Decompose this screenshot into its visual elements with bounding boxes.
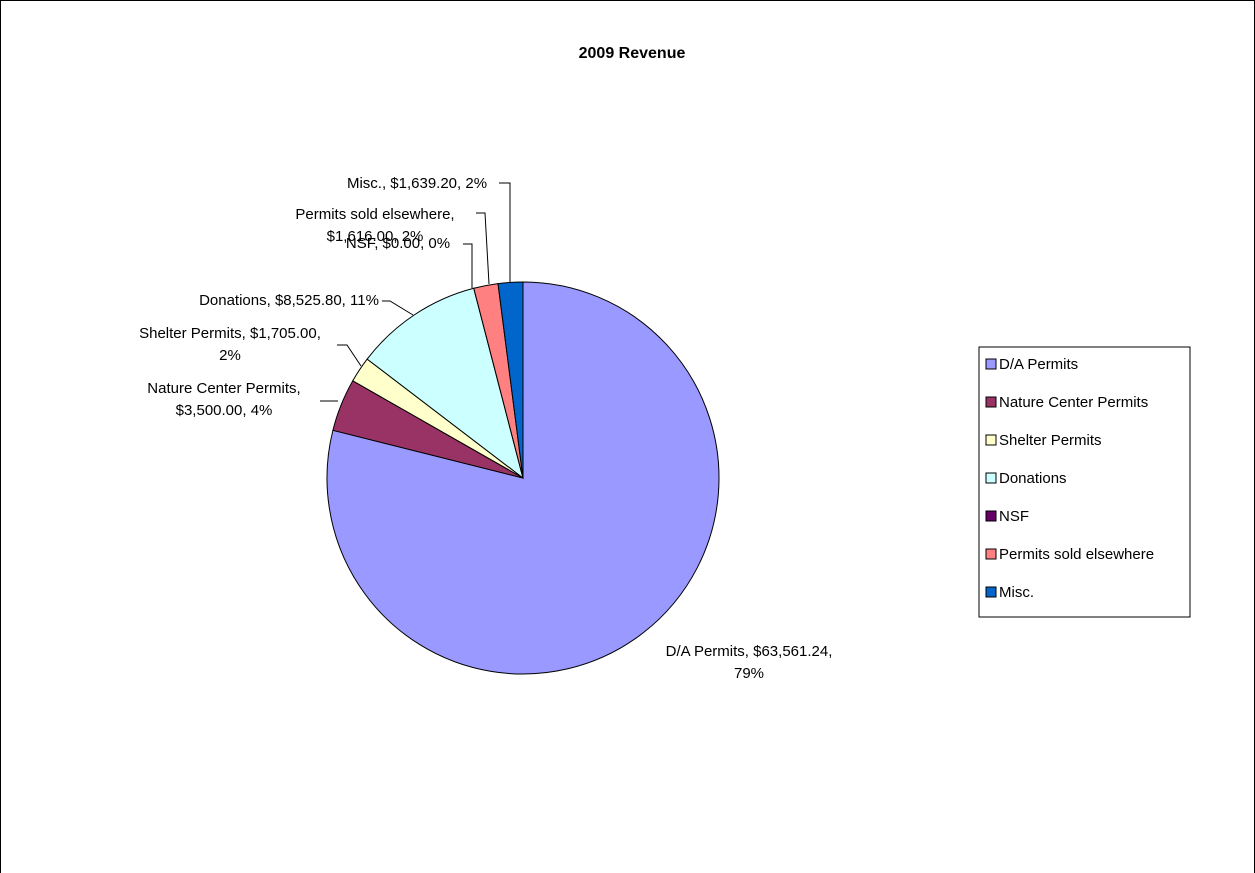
legend-label-d-a-permits: D/A Permits: [999, 356, 1078, 373]
leader-permits-sold-elsewhere: [476, 212, 490, 285]
legend-label-misc: Misc.: [999, 584, 1034, 601]
chart-title: 2009 Revenue: [579, 45, 686, 62]
pie-slices: [326, 281, 720, 675]
legend-label-donations: Donations: [999, 470, 1067, 487]
slice-donations: [366, 287, 524, 480]
legend-swatch-nsf: [985, 510, 997, 522]
legend-label-nature-center-permits: Nature Center Permits: [999, 394, 1148, 411]
label-misc: Misc., $1,639.20, 2%: [347, 175, 487, 192]
label-permits-sold-elsewhere: Permits sold elsewhere, $1,616.00, 2%: [295, 206, 454, 245]
slice-misc: [497, 281, 524, 479]
legend-swatch-d-a-permits: [985, 358, 997, 370]
label-d-a-permits: D/A Permits, $63,561.24, 79%: [666, 643, 833, 682]
slice-d-a-permits: [326, 281, 720, 675]
legend-swatch-permits-sold-elsewhere: [985, 548, 997, 560]
label-donations: Donations, $8,525.80, 11%: [199, 292, 379, 309]
legend-label-shelter-permits: Shelter Permits: [999, 432, 1102, 449]
leader-shelter-permits: [337, 344, 362, 367]
slice-labels: D/A Permits, $63,561.24, 79% Nature Center…: [139, 175, 832, 682]
label-nsf: NSF, $0.00, 0%: [346, 235, 450, 252]
legend-swatch-donations: [985, 472, 997, 484]
legend-box: [978, 346, 1191, 618]
legend-swatch-shelter-permits: [985, 434, 997, 446]
label-nature-center-permits: Nature Center Permits, $3,500.00, 4%: [147, 380, 300, 419]
legend: D/A Permits Nature Center Permits Shelter …: [978, 346, 1191, 618]
legend-label-permits-sold-elsewhere: Permits sold elsewhere: [999, 546, 1154, 563]
legend-swatch-nature-center-permits: [985, 396, 997, 408]
leader-misc: [499, 182, 511, 282]
legend-label-nsf: NSF: [999, 508, 1029, 525]
leader-donations: [382, 300, 414, 316]
leader-nsf: [463, 243, 473, 288]
legend-swatch-misc: [985, 586, 997, 598]
label-shelter-permits: Shelter Permits, $1,705.00, 2%: [139, 325, 321, 364]
